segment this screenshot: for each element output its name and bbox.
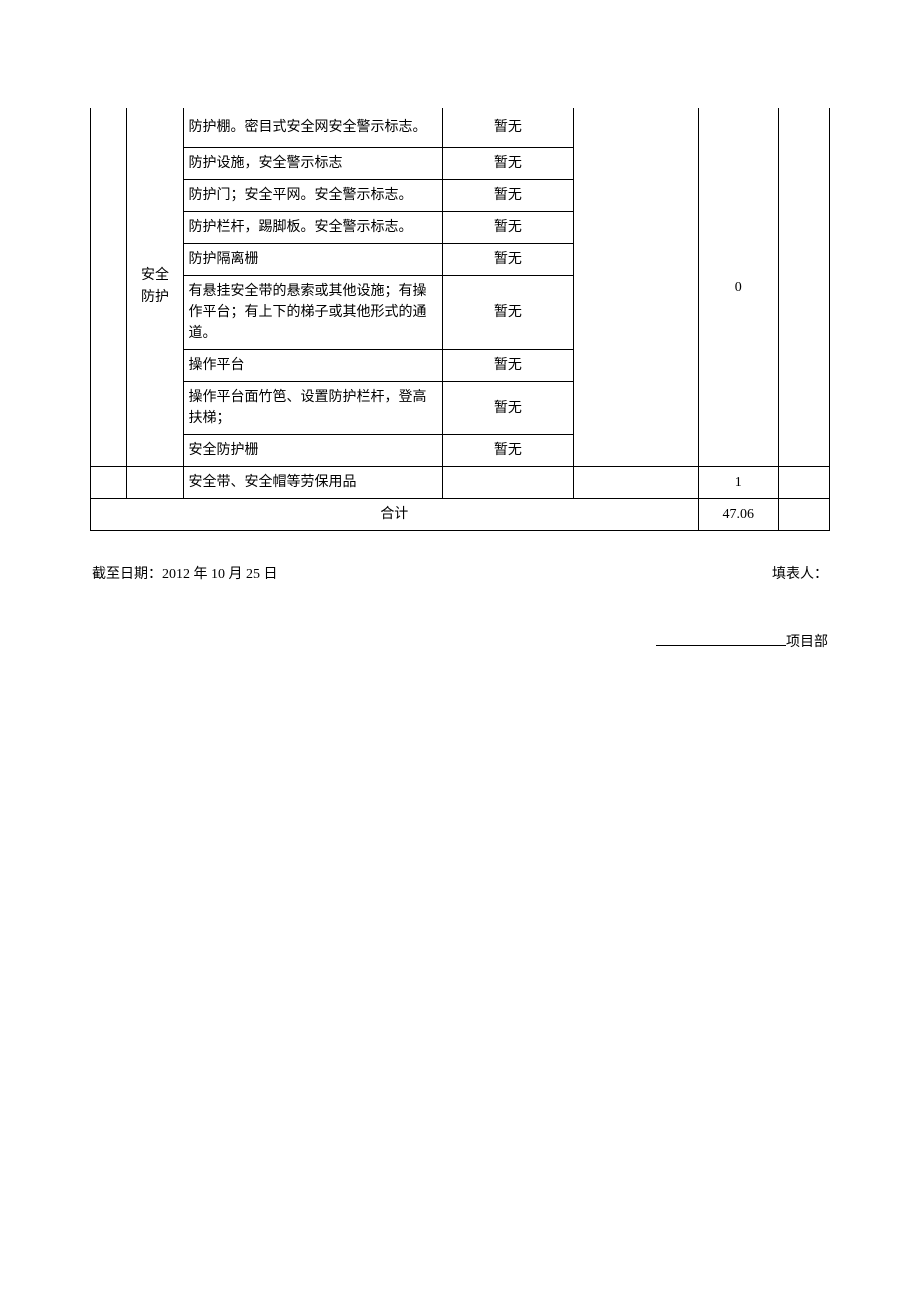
labor-row: 安全带、安全帽等劳保用品 1 <box>91 467 830 499</box>
table-row: 安全防护防护棚。密目式安全网安全警示标志。暂无0 <box>91 108 830 148</box>
status-cell: 暂无 <box>442 212 573 244</box>
group-value-cell: 0 <box>698 108 778 467</box>
safety-table: 安全防护防护棚。密目式安全网安全警示标志。暂无0防护设施，安全警示标志暂无防护门… <box>90 108 830 531</box>
cutoff-date: 截至日期：2012 年 10 月 25 日 <box>92 563 278 583</box>
value-cell: 1 <box>698 467 778 499</box>
total-label-cell: 合计 <box>91 499 699 531</box>
status-cell: 暂无 <box>442 108 573 148</box>
desc-cell: 操作平台 <box>184 350 442 382</box>
status-cell <box>442 467 573 499</box>
total-value-cell: 47.06 <box>698 499 778 531</box>
desc-cell: 安全防护栅 <box>184 435 442 467</box>
empty-col7 <box>778 467 829 499</box>
status-cell: 暂无 <box>442 350 573 382</box>
status-cell: 暂无 <box>442 180 573 212</box>
status-cell: 暂无 <box>442 435 573 467</box>
row-index-cell <box>91 108 127 467</box>
desc-cell: 防护棚。密目式安全网安全警示标志。 <box>184 108 442 148</box>
desc-cell: 防护设施，安全警示标志 <box>184 148 442 180</box>
desc-cell: 防护隔离栅 <box>184 244 442 276</box>
total-row: 合计47.06 <box>91 499 830 531</box>
empty-col5 <box>574 467 699 499</box>
footer-line: 截至日期：2012 年 10 月 25 日 填表人： <box>90 563 830 583</box>
project-blank <box>656 645 786 646</box>
group-label-cell <box>126 467 184 499</box>
filler-label: 填表人： <box>772 563 828 583</box>
status-cell: 暂无 <box>442 382 573 435</box>
empty-col5 <box>574 108 699 467</box>
group-label-cell: 安全防护 <box>126 108 184 467</box>
desc-cell: 安全带、安全帽等劳保用品 <box>184 467 442 499</box>
desc-cell: 操作平台面竹笆、设置防护栏杆，登高扶梯； <box>184 382 442 435</box>
desc-cell: 防护栏杆，踢脚板。安全警示标志。 <box>184 212 442 244</box>
row-index-cell <box>91 467 127 499</box>
status-cell: 暂无 <box>442 148 573 180</box>
desc-cell: 有悬挂安全带的悬索或其他设施；有操作平台；有上下的梯子或其他形式的通道。 <box>184 276 442 350</box>
status-cell: 暂无 <box>442 244 573 276</box>
status-cell: 暂无 <box>442 276 573 350</box>
empty-col7 <box>778 108 829 467</box>
desc-cell: 防护门；安全平网。安全警示标志。 <box>184 180 442 212</box>
empty-col7 <box>778 499 829 531</box>
project-line: 项目部 <box>90 631 830 651</box>
project-suffix: 项目部 <box>786 635 828 650</box>
